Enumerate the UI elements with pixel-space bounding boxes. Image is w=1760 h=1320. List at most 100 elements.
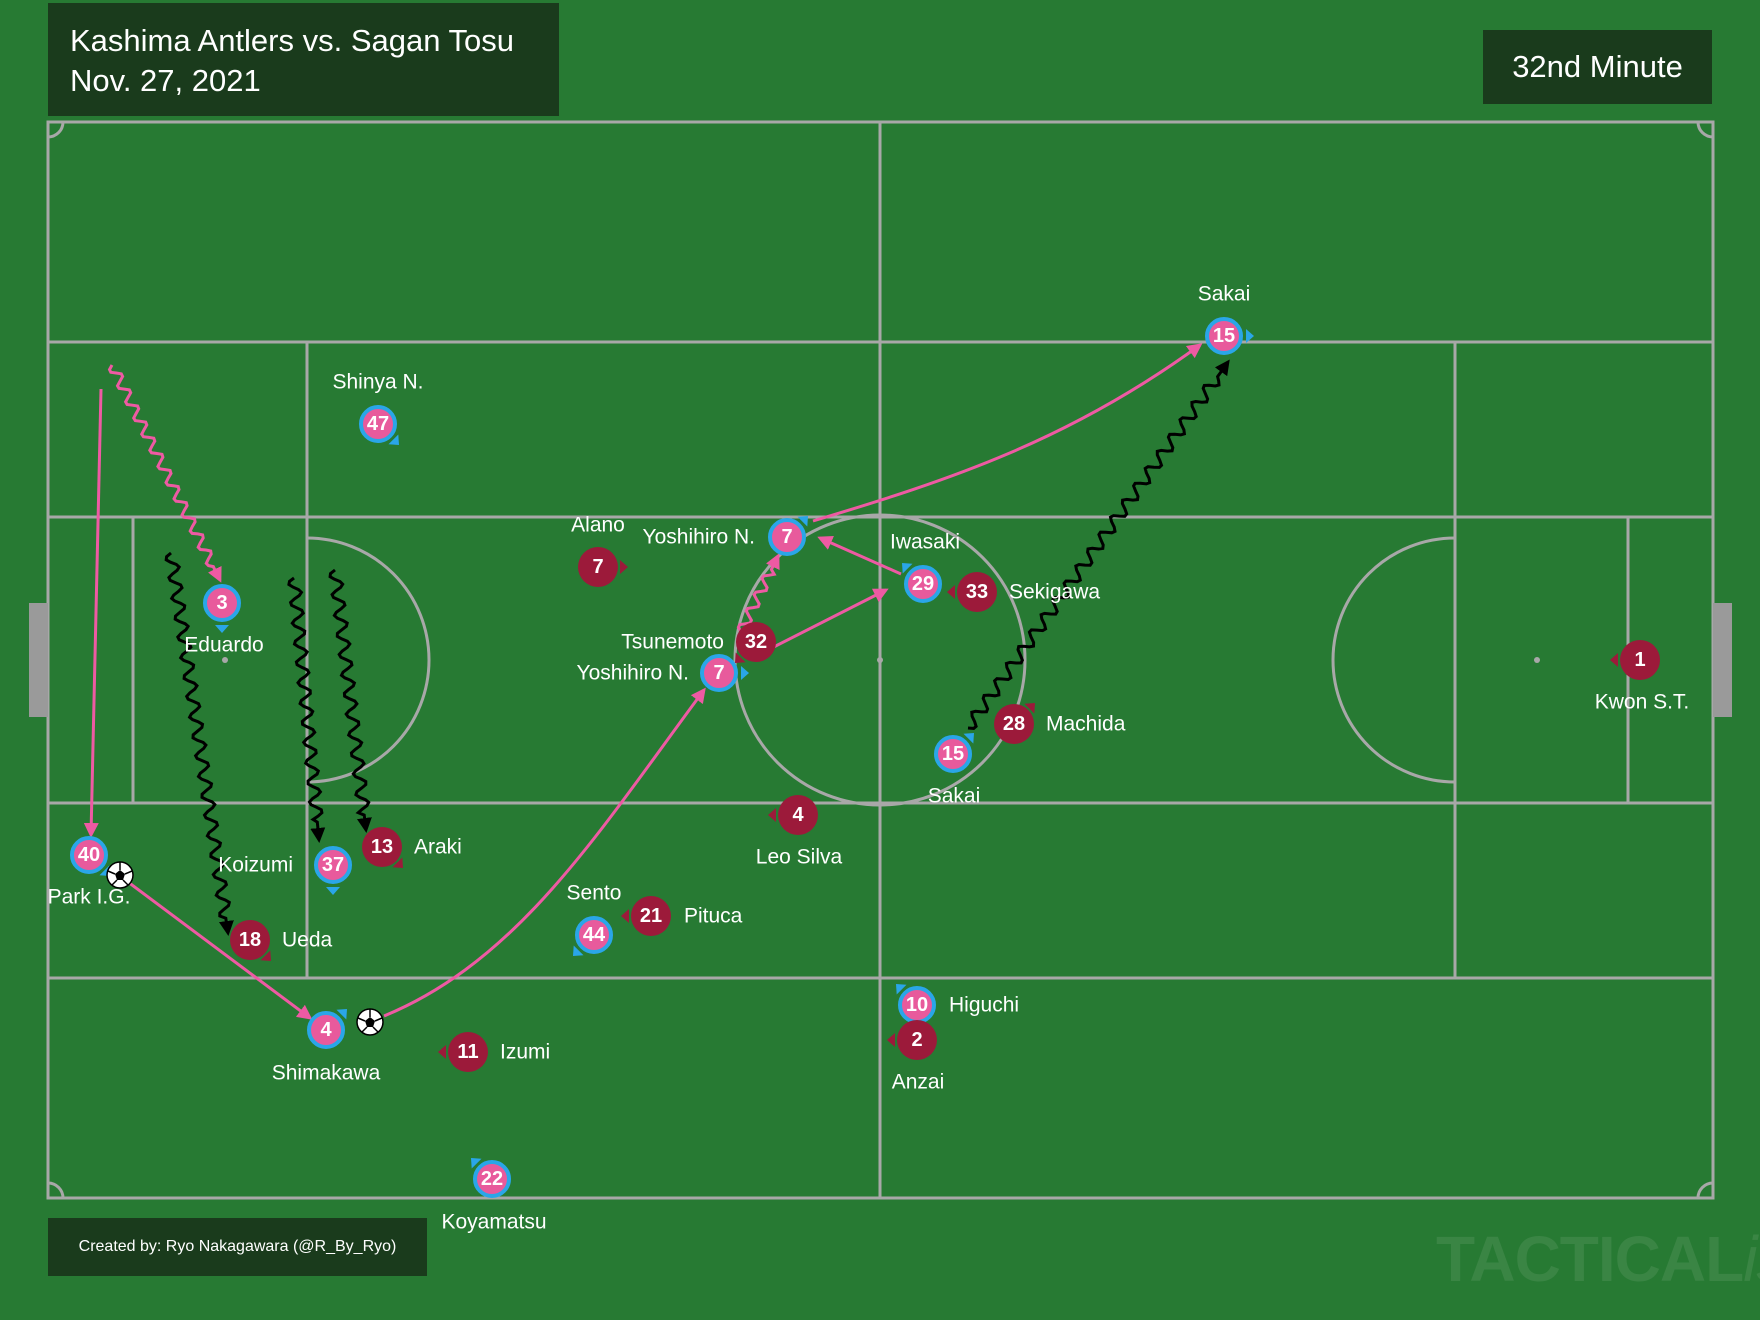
pink-squiggle-runs [107,364,780,642]
facing-direction-icon [902,563,913,574]
player-marker-kashima-33: 33 Sekigawa [947,572,1100,612]
player-name: Park I.G. [48,886,131,909]
player-name: Anzai [892,1071,945,1094]
left-goal [29,603,48,717]
player-number: 7 [781,526,792,548]
minute-label: 32nd Minute [1483,30,1712,104]
player-marker-kashima-11: 11 Izumi [438,1032,550,1072]
player-marker-sagan-44: 44 Sento [567,882,622,956]
player-name: Sekigawa [1009,581,1100,604]
watermark-logo: TACTICALista [1436,1222,1760,1296]
player-number: 29 [912,573,934,595]
run-arrow-sakai [967,359,1230,730]
player-number: 18 [239,929,261,951]
player-marker-sagan-3: 3 Eduardo [184,584,264,657]
facing-direction-icon [620,560,628,574]
player-number: 7 [592,556,603,578]
player-number: 32 [745,631,767,653]
run-arrow-yoshihiro [736,553,780,642]
facing-direction-icon [336,1009,347,1020]
player-marker-sagan-7b: 7 Yoshihiro N. [577,654,749,692]
player-token [448,1032,488,1072]
player-token [700,654,738,692]
player-name: Koizumi [218,854,293,877]
player-token [934,735,972,773]
player-name: Sakai [1198,283,1251,306]
ball-icon [356,1008,384,1036]
player-marker-kashima-18: 18 Ueda [230,920,333,961]
player-name: Izumi [500,1041,550,1064]
player-token [314,846,352,884]
player-token [70,836,108,874]
player-marker-sagan-22: 22 Koyamatsu [441,1158,547,1234]
facing-direction-icon [896,984,907,995]
facing-direction-icon [963,733,974,744]
player-number: 15 [1213,325,1235,347]
match-date: Nov. 27, 2021 [70,63,261,98]
player-number: 11 [457,1041,478,1063]
player-name: Yoshihiro N. [643,526,755,549]
pass-arrow-yoshihiro-to-sakai [812,343,1203,523]
player-marker-sagan-40: 40 Park I.G. [48,836,131,909]
player-token [359,405,397,443]
player-name: Sakai [928,785,981,808]
player-number: 28 [1003,713,1025,735]
player-token [307,1011,345,1049]
player-name: Araki [414,836,462,859]
player-number: 21 [640,905,662,927]
left-penalty-arc [306,536,431,784]
player-name: Shimakawa [272,1062,381,1085]
player-number: 37 [322,854,344,876]
player-name: Kwon S.T. [1595,691,1690,714]
player-name: Eduardo [184,634,263,657]
player-marker-kashima-32: 32 Tsunemoto [621,622,776,663]
player-token [904,565,942,603]
player-name: Pituca [684,905,743,928]
run-arrow-araki [328,568,372,833]
player-marker-kashima-1: 1 Kwon S.T. [1595,640,1690,714]
facing-direction-icon [1024,703,1035,714]
facing-direction-icon [388,434,399,445]
player-name: Sento [567,882,622,905]
player-number: 15 [942,743,964,765]
center-circle [733,513,1027,807]
player-token [778,795,818,835]
player-number: 40 [78,844,100,866]
player-number: 1 [1634,649,1645,671]
player-number: 2 [911,1029,922,1051]
run-arrow-ueda [164,551,234,936]
corner-arc-bl [47,1181,65,1199]
player-marker-sagan-4: 4 Shimakawa [272,1009,381,1085]
player-token [203,584,241,622]
corner-arc-tr [1696,121,1714,139]
player-number: 4 [320,1019,332,1041]
player-marker-kashima-21: 21 Pituca [621,896,743,936]
player-number: 7 [713,662,724,684]
player-name: Tsunemoto [621,631,724,654]
player-token [736,622,776,662]
player-name: Koyamatsu [441,1211,546,1234]
facing-direction-icon [573,945,584,956]
run-arrow-koizumi [287,576,326,843]
player-marker-sagan-37: 37 Koizumi [218,846,352,895]
watermark-italic: ista [1743,1223,1760,1295]
player-name: Iwasaki [890,531,960,554]
player-name: Machida [1046,713,1126,736]
right-goal [1713,603,1732,717]
player-token [1620,640,1660,680]
facing-direction-icon [947,585,955,599]
player-name: Higuchi [949,994,1019,1017]
player-token [575,916,613,954]
facing-direction-icon [768,808,776,822]
center-spot [877,657,883,663]
player-token [768,518,806,556]
player-token [631,896,671,936]
player-marker-sagan-7a: 7 Yoshihiro N. [643,516,808,556]
pass-arrow-park-to-shimakawa [119,874,313,1020]
player-name: Leo Silva [756,846,843,869]
facing-direction-icon [438,1045,446,1059]
facing-direction-icon [1246,329,1254,343]
player-number: 10 [906,994,928,1016]
